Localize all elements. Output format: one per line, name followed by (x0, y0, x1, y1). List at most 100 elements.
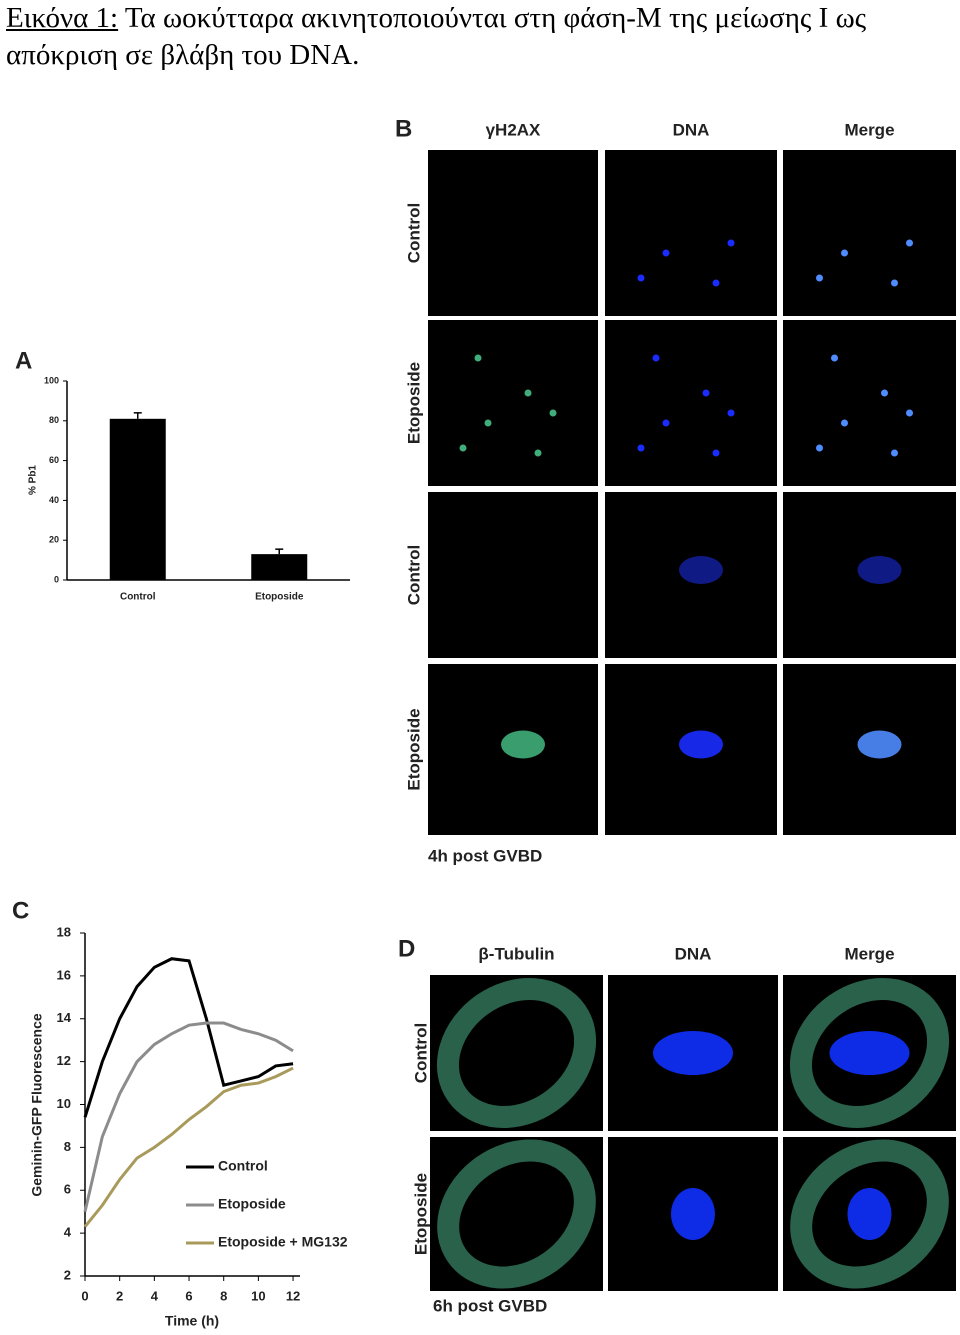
spindle (436, 978, 597, 1128)
footnote: 6h post GVBD (433, 1296, 547, 1315)
chromatin (847, 1188, 892, 1240)
x-axis-label: Time (h) (165, 1313, 219, 1329)
column-header: DNA (673, 120, 710, 139)
x-tick-label: 10 (251, 1288, 265, 1303)
row-label: Etoposide (404, 708, 423, 790)
panel-letter: D (398, 935, 415, 962)
chromatin (459, 444, 467, 452)
chromatin (501, 730, 545, 759)
column-header: Merge (844, 944, 894, 963)
micrograph (428, 492, 598, 658)
row-label: Control (404, 203, 423, 263)
y-tick-label: 60 (49, 455, 59, 465)
chromatin (679, 556, 723, 584)
chromatin (702, 389, 710, 397)
micrograph (783, 150, 956, 316)
row-label: Etoposide (404, 362, 423, 444)
chromatin (662, 249, 670, 257)
spindle (437, 1139, 596, 1289)
chromatin (857, 730, 902, 759)
y-tick-label: 20 (49, 535, 59, 545)
micrograph (783, 320, 956, 486)
chromatin (474, 354, 482, 362)
chromatin (671, 1188, 715, 1240)
chromatin (712, 449, 720, 457)
series-line (83, 1021, 294, 1213)
y-tick-label: 6 (64, 1182, 71, 1197)
bar (109, 418, 166, 580)
chromatin (727, 409, 735, 417)
column-header: γH2AX (486, 120, 541, 139)
micrograph (605, 320, 777, 486)
micrograph (428, 320, 598, 486)
chromatin (816, 444, 823, 452)
chromatin (831, 354, 838, 362)
panel-letter: C (12, 897, 29, 924)
chromatin (841, 249, 848, 257)
chromatin (679, 730, 723, 759)
x-tick-label: 4 (151, 1288, 159, 1303)
legend-label: Control (218, 1158, 268, 1174)
series-line (83, 1066, 294, 1228)
column-header: DNA (675, 944, 712, 963)
x-tick-label: 2 (116, 1288, 123, 1303)
legend-label: Etoposide + MG132 (218, 1234, 348, 1250)
footnote: 4h post GVBD (428, 846, 542, 865)
legend-label: Etoposide (218, 1196, 286, 1212)
y-axis-label: Geminin-GFP Fluorescence (29, 1013, 45, 1197)
micrograph (428, 150, 598, 316)
chromatin (484, 419, 492, 427)
y-tick-label: 100 (44, 375, 59, 385)
y-tick-label: 40 (49, 495, 59, 505)
x-tick-label: 0 (81, 1288, 88, 1303)
caption-label: Εικόνα 1: (6, 2, 119, 34)
spindle (790, 1139, 949, 1289)
y-tick-label: 0 (54, 574, 59, 584)
chromatin (712, 279, 720, 287)
y-tick-label: 80 (49, 415, 59, 425)
series-line (83, 957, 294, 1118)
y-tick-label: 18 (57, 924, 71, 939)
x-tick-label: 12 (286, 1288, 300, 1303)
chromatin (906, 409, 913, 417)
panel-letter: B (395, 115, 412, 142)
chromatin (524, 389, 532, 397)
spindle (789, 978, 950, 1128)
chromatin (857, 556, 902, 584)
y-tick-label: 4 (64, 1225, 72, 1240)
chromatin (816, 274, 823, 282)
chromatin (891, 449, 898, 457)
chromatin (841, 419, 848, 427)
chromatin (662, 419, 670, 427)
column-header: β-Tubulin (478, 944, 554, 963)
chromatin (653, 1031, 733, 1075)
chromatin (652, 354, 660, 362)
y-tick-label: 2 (64, 1267, 71, 1282)
column-header: Merge (844, 120, 894, 139)
row-label: Control (411, 1023, 430, 1083)
y-tick-label: 16 (57, 967, 71, 982)
x-tick-label: 6 (185, 1288, 192, 1303)
x-tick-label: Etoposide (255, 592, 304, 603)
x-tick-label: 8 (220, 1288, 227, 1303)
caption: Εικόνα 1: Τα ωοκύτταρα ακινητοποιούνται … (6, 0, 956, 74)
chromatin (906, 239, 913, 247)
row-label: Etoposide (411, 1173, 430, 1255)
y-tick-label: 10 (57, 1096, 71, 1111)
chromatin (637, 274, 645, 282)
chromatin (891, 279, 898, 287)
chromatin (727, 239, 735, 247)
x-tick-label: Control (120, 592, 156, 603)
chromatin (829, 1031, 910, 1075)
y-tick-label: 12 (57, 1053, 71, 1068)
caption-text: Τα ωοκύτταρα ακινητοποιούνται στη φάση-Μ… (6, 2, 867, 71)
row-label: Control (404, 545, 423, 605)
chromatin (534, 449, 542, 457)
chromatin (881, 389, 888, 397)
y-tick-label: 14 (57, 1010, 72, 1025)
y-tick-label: 8 (64, 1139, 71, 1154)
panel-letter: A (15, 347, 32, 374)
chromatin (549, 409, 557, 417)
